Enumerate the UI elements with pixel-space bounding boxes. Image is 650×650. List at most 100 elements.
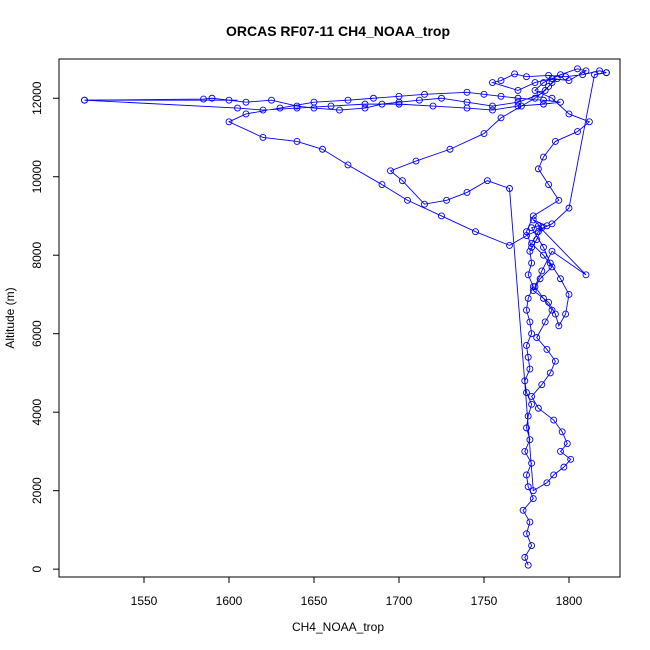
data-point: [523, 228, 530, 236]
data-point: [519, 506, 527, 514]
data-point: [378, 181, 386, 189]
data-point: [415, 96, 423, 104]
data-point: [463, 104, 471, 112]
data-point: [526, 436, 534, 444]
data-point: [463, 188, 471, 196]
data-point: [225, 118, 233, 126]
data-point: [555, 322, 563, 330]
data-point: [531, 86, 539, 94]
data-point: [582, 67, 590, 75]
data-point: [446, 145, 454, 153]
data-point: [497, 114, 505, 122]
data-point: [421, 90, 428, 98]
data-point: [514, 94, 522, 102]
data-point: [524, 294, 532, 302]
data-point: [524, 561, 532, 569]
data-point: [200, 95, 207, 103]
data-point: [543, 345, 551, 353]
y-tick-label: 10000: [30, 160, 44, 194]
y-tick-label: 2000: [30, 477, 44, 504]
data-point: [497, 77, 505, 85]
data-point: [514, 86, 522, 94]
data-point: [545, 298, 553, 306]
data-point: [565, 77, 573, 85]
data-point: [523, 306, 530, 314]
data-point: [565, 110, 573, 118]
data-point: [517, 102, 525, 110]
data-point: [540, 100, 547, 108]
data-point: [336, 106, 343, 114]
data-point: [242, 110, 250, 118]
x-tick-label: 1650: [301, 594, 328, 608]
data-point: [412, 157, 420, 165]
y-axis: 0 2000 4000 6000 8000 10000 12000: [30, 81, 59, 572]
data-point: [463, 88, 471, 96]
data-point: [602, 69, 610, 77]
data-point: [523, 424, 530, 432]
data-point: [523, 342, 530, 349]
data-point: [545, 181, 553, 189]
data-point: [555, 196, 563, 204]
data-point: [259, 134, 267, 141]
data-point: [562, 310, 570, 318]
data-point: [404, 196, 411, 204]
data-point: [489, 102, 496, 110]
data-point: [551, 137, 559, 145]
data-point: [276, 104, 284, 112]
data-point: [574, 65, 581, 73]
data-point: [523, 73, 530, 81]
data-point: [541, 318, 549, 326]
data-point: [506, 241, 513, 249]
data-point: [528, 542, 536, 550]
data-point: [521, 447, 529, 455]
data-point: [585, 118, 593, 126]
data-point: [533, 236, 541, 243]
data-point: [560, 463, 568, 471]
data-point: [234, 104, 241, 112]
data-point: [548, 263, 556, 271]
data-point: [268, 96, 275, 104]
data-point: [546, 369, 554, 377]
x-axis-label: CH4_NOAA_trop: [292, 620, 384, 634]
data-point: [557, 71, 564, 79]
data-point: [529, 487, 537, 495]
data-point: [511, 70, 519, 78]
data-point: [591, 71, 598, 79]
data-point: [563, 440, 571, 448]
data-point: [523, 232, 530, 240]
data-point: [543, 479, 551, 487]
data-point: [548, 220, 556, 228]
data-point: [582, 271, 590, 279]
data-point: [523, 389, 530, 397]
data-point: [480, 130, 488, 138]
data-point: [378, 100, 386, 108]
x-tick-label: 1600: [216, 594, 243, 608]
data-point: [398, 177, 406, 185]
data-point: [528, 330, 536, 338]
chart-title: ORCAS RF07-11 CH4_NOAA_trop: [226, 23, 450, 39]
data-point: [514, 98, 522, 106]
y-tick-label: 0: [30, 565, 44, 572]
y-tick-label: 12000: [30, 81, 44, 115]
data-point: [551, 310, 559, 318]
data-point: [551, 357, 559, 365]
data-point: [361, 104, 369, 112]
y-tick-label: 4000: [30, 399, 44, 426]
data-point: [319, 145, 326, 153]
data-point: [534, 404, 542, 412]
data-point: [557, 98, 564, 106]
x-tick-label: 1750: [471, 594, 498, 608]
data-point: [344, 161, 352, 169]
data-point: [579, 71, 587, 79]
data-point: [395, 100, 403, 108]
data-point: [208, 94, 216, 102]
data-point: [548, 79, 556, 86]
data-point: [524, 271, 532, 279]
data-point: [497, 92, 505, 100]
data-point: [438, 94, 445, 102]
data-point: [550, 416, 558, 424]
data-point: [536, 90, 544, 98]
data-point: [81, 96, 88, 104]
data-point: [438, 212, 445, 220]
data-point: [521, 553, 529, 561]
